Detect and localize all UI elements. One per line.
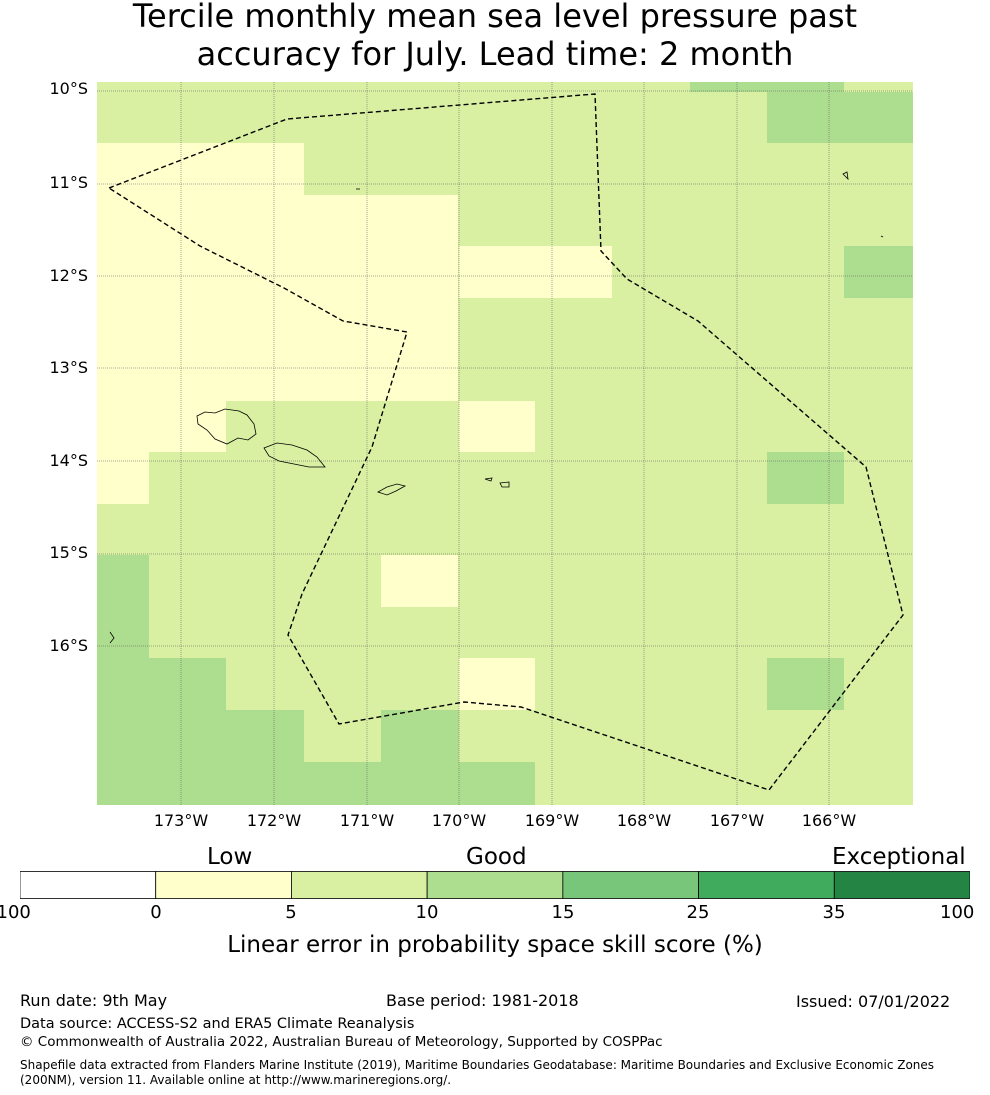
colorbar-tick-35: 35 xyxy=(822,902,846,923)
lat-label-14s: 14°S xyxy=(49,451,88,470)
island-upolu xyxy=(263,442,326,468)
colorbar-label: Linear error in probability space skill … xyxy=(227,932,763,958)
skill-cell xyxy=(767,92,913,143)
lat-label-11s: 11°S xyxy=(49,173,88,192)
lon-label-167w: 167°W xyxy=(709,811,765,830)
lon-label-171w: 171°W xyxy=(339,811,395,830)
shapefile-credit-line-2: (200NM), version 11. Available online at… xyxy=(20,1073,452,1087)
colorbar-segments xyxy=(20,871,970,899)
lon-label-166w: 166°W xyxy=(801,811,857,830)
skill-cell xyxy=(97,246,458,298)
shapefile-credit-line-1: Shapefile data extracted from Flanders M… xyxy=(20,1058,935,1072)
colorbar-segment xyxy=(426,871,564,899)
lat-label-12s: 12°S xyxy=(49,266,88,285)
island-small-west xyxy=(109,631,115,644)
lon-label-169w: 169°W xyxy=(524,811,580,830)
colorbar-tick-25: 25 xyxy=(686,902,710,923)
skill-cell xyxy=(459,658,535,710)
colorbar-segment xyxy=(833,871,970,899)
lon-label-168w: 168°W xyxy=(616,811,672,830)
colorbar-tick-100: 100 xyxy=(940,902,975,923)
lat-label-10s: 10°S xyxy=(49,79,88,98)
data-source: Data source: ACCESS-S2 and ERA5 Climate … xyxy=(20,1016,415,1032)
lat-label-15s: 15°S xyxy=(49,543,88,562)
skill-cell xyxy=(767,658,844,710)
issued-date: Issued: 07/01/2022 xyxy=(796,992,951,1011)
skill-cell xyxy=(97,195,458,247)
skill-cell xyxy=(459,246,612,298)
skill-cell xyxy=(304,762,535,805)
skill-cell xyxy=(97,298,458,350)
skill-cell xyxy=(97,555,149,658)
skill-cell xyxy=(226,350,380,401)
skill-cell xyxy=(97,143,304,195)
island-tutuila xyxy=(377,483,407,496)
title-line-2: accuracy for July. Lead time: 2 month xyxy=(196,35,794,73)
colorbar-category-good: Good xyxy=(466,844,527,870)
skill-cell xyxy=(844,246,913,298)
colorbar-tick-5: 5 xyxy=(285,902,297,923)
island-small-east xyxy=(880,235,884,238)
skill-cell xyxy=(97,452,149,504)
base-period: Base period: 1981-2018 xyxy=(386,991,579,1010)
colorbar-segment xyxy=(20,871,157,899)
skill-cell xyxy=(97,658,226,710)
lat-label-13s: 13°S xyxy=(49,358,88,377)
colorbar-category-low: Low xyxy=(207,844,253,870)
lon-label-170w: 170°W xyxy=(431,811,487,830)
colorbar-segment xyxy=(291,871,428,899)
island-ofu xyxy=(484,477,493,482)
colorbar-tick-15: 15 xyxy=(551,902,575,923)
skill-map xyxy=(97,82,913,805)
skill-cell xyxy=(459,401,535,452)
colorbar-category-exceptional: Exceptional xyxy=(832,844,966,870)
copyright-notice: © Commonwealth of Australia 2022, Austra… xyxy=(20,1034,663,1050)
island-swains xyxy=(842,171,849,181)
map-title: Tercile monthly mean sea level pressure … xyxy=(0,0,990,73)
island-savaii xyxy=(196,408,257,445)
skill-cells xyxy=(97,82,913,805)
skill-cell xyxy=(97,401,226,452)
graticule xyxy=(97,82,913,805)
lat-label-16s: 16°S xyxy=(49,636,88,655)
map-canvas xyxy=(97,82,913,805)
run-date: Run date: 9th May xyxy=(20,991,168,1010)
skill-cell xyxy=(767,452,844,504)
colorbar-tick-0: 0 xyxy=(150,902,162,923)
skill-cell xyxy=(381,710,459,762)
lon-label-172w: 172°W xyxy=(246,811,302,830)
colorbar-segment xyxy=(155,871,292,899)
lon-label-173w: 173°W xyxy=(153,811,209,830)
skill-cell xyxy=(381,555,458,607)
colorbar xyxy=(20,871,970,899)
island-tau xyxy=(499,481,510,488)
colorbar-tick-10: 10 xyxy=(415,902,439,923)
skill-cell xyxy=(690,82,844,92)
islands xyxy=(109,171,884,644)
colorbar-tick-minus100: -100 xyxy=(0,902,31,923)
skill-cell xyxy=(97,710,304,762)
colorbar-segment xyxy=(698,871,835,899)
title-line-1: Tercile monthly mean sea level pressure … xyxy=(132,0,858,35)
colorbar-segment xyxy=(562,871,699,899)
